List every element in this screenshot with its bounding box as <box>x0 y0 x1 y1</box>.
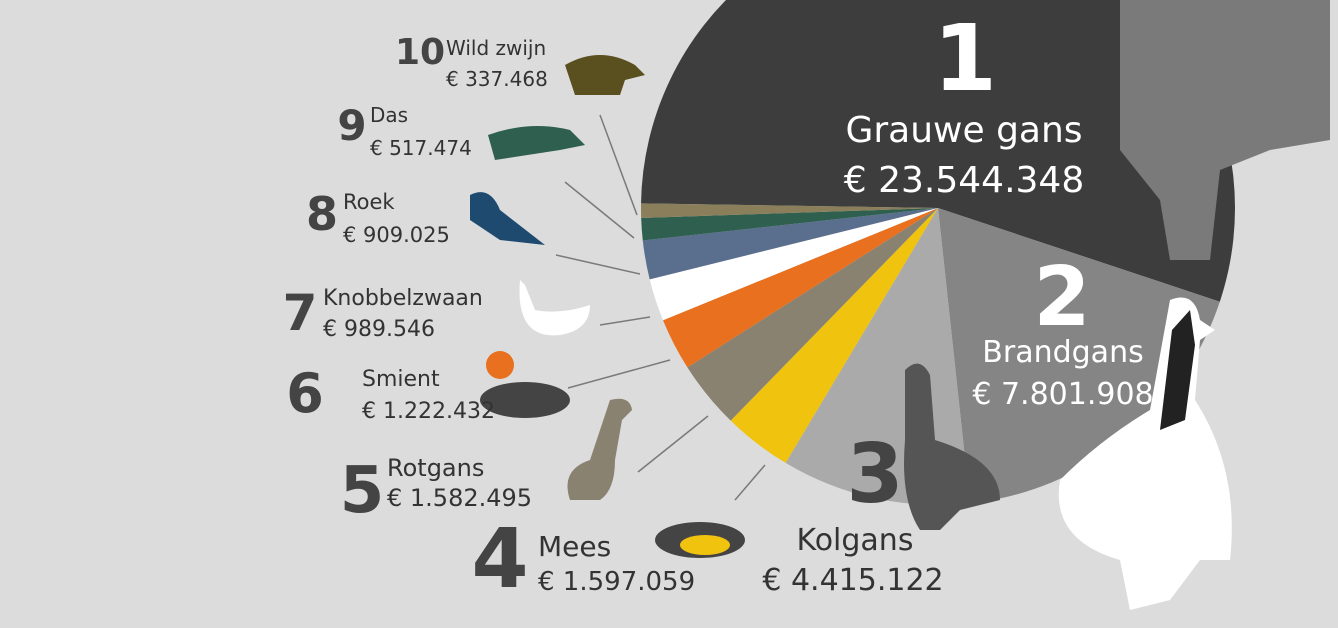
rank: 8 <box>306 187 338 241</box>
leader-line <box>564 181 635 239</box>
animal-silhouettes <box>470 0 1330 610</box>
value-label: € 909.025 <box>343 223 450 247</box>
pie-slice <box>641 203 938 219</box>
value-label: € 1.582.495 <box>387 484 532 512</box>
tit-belly <box>680 535 730 555</box>
leader-line <box>555 254 641 275</box>
leader-line <box>637 415 709 473</box>
category-label: Rotgans <box>387 454 484 482</box>
greylag-goose <box>1120 0 1330 260</box>
rank: 9 <box>337 101 366 150</box>
rank: 3 <box>846 427 903 522</box>
value-label: € 1.597.059 <box>538 567 695 597</box>
rank: 4 <box>471 512 528 607</box>
white-fronted-goose <box>904 363 1000 530</box>
value-label: € 7.801.908 <box>972 377 1153 412</box>
rank: 2 <box>1033 250 1090 345</box>
rank: 1 <box>933 5 997 112</box>
leader-line <box>599 114 638 216</box>
leader-line <box>734 464 766 501</box>
labels: 1 Grauwe gans € 23.544.348 2 Brandgans €… <box>283 5 1154 607</box>
rank: 5 <box>340 454 385 528</box>
pie-slice <box>641 208 938 241</box>
category-label: Roek <box>343 190 395 214</box>
category-label: Mees <box>538 530 611 563</box>
pie-slice <box>687 208 938 421</box>
leader-line <box>599 316 651 326</box>
category-label: Smient <box>362 367 440 392</box>
wigeon-head <box>486 351 514 379</box>
category-label: Knobbelzwaan <box>323 286 483 311</box>
category-label: Das <box>370 103 408 127</box>
rank: 6 <box>286 362 324 425</box>
leader-line <box>567 359 671 389</box>
category-label: Wild zwijn <box>446 36 546 60</box>
barnacle-goose-neck <box>1160 310 1195 430</box>
value-label: € 4.415.122 <box>762 563 943 598</box>
value-label: € 517.474 <box>370 136 472 160</box>
pie-slice <box>642 208 938 280</box>
wigeon <box>480 382 570 418</box>
pie <box>641 0 1235 506</box>
category-label: Brandgans <box>982 335 1143 370</box>
brent-goose <box>567 398 632 500</box>
pie-slice <box>641 0 1235 302</box>
value-label: € 989.546 <box>323 317 435 342</box>
value-label: € 1.222.432 <box>362 399 495 424</box>
value-label: € 23.544.348 <box>844 160 1084 201</box>
pie-slice <box>938 208 1220 504</box>
leader-lines <box>555 114 766 501</box>
rank: 7 <box>283 284 318 342</box>
pie-slice <box>663 208 938 368</box>
value-label: € 337.468 <box>446 67 548 91</box>
rank: 10 <box>395 32 445 73</box>
wild-boar <box>565 55 645 95</box>
pie-slice <box>730 208 938 463</box>
swan <box>519 280 590 336</box>
category-label: Kolgans <box>797 523 914 558</box>
badger <box>488 126 585 160</box>
rook <box>470 192 545 245</box>
category-label: Grauwe gans <box>845 110 1082 151</box>
pie-slice <box>649 208 938 321</box>
